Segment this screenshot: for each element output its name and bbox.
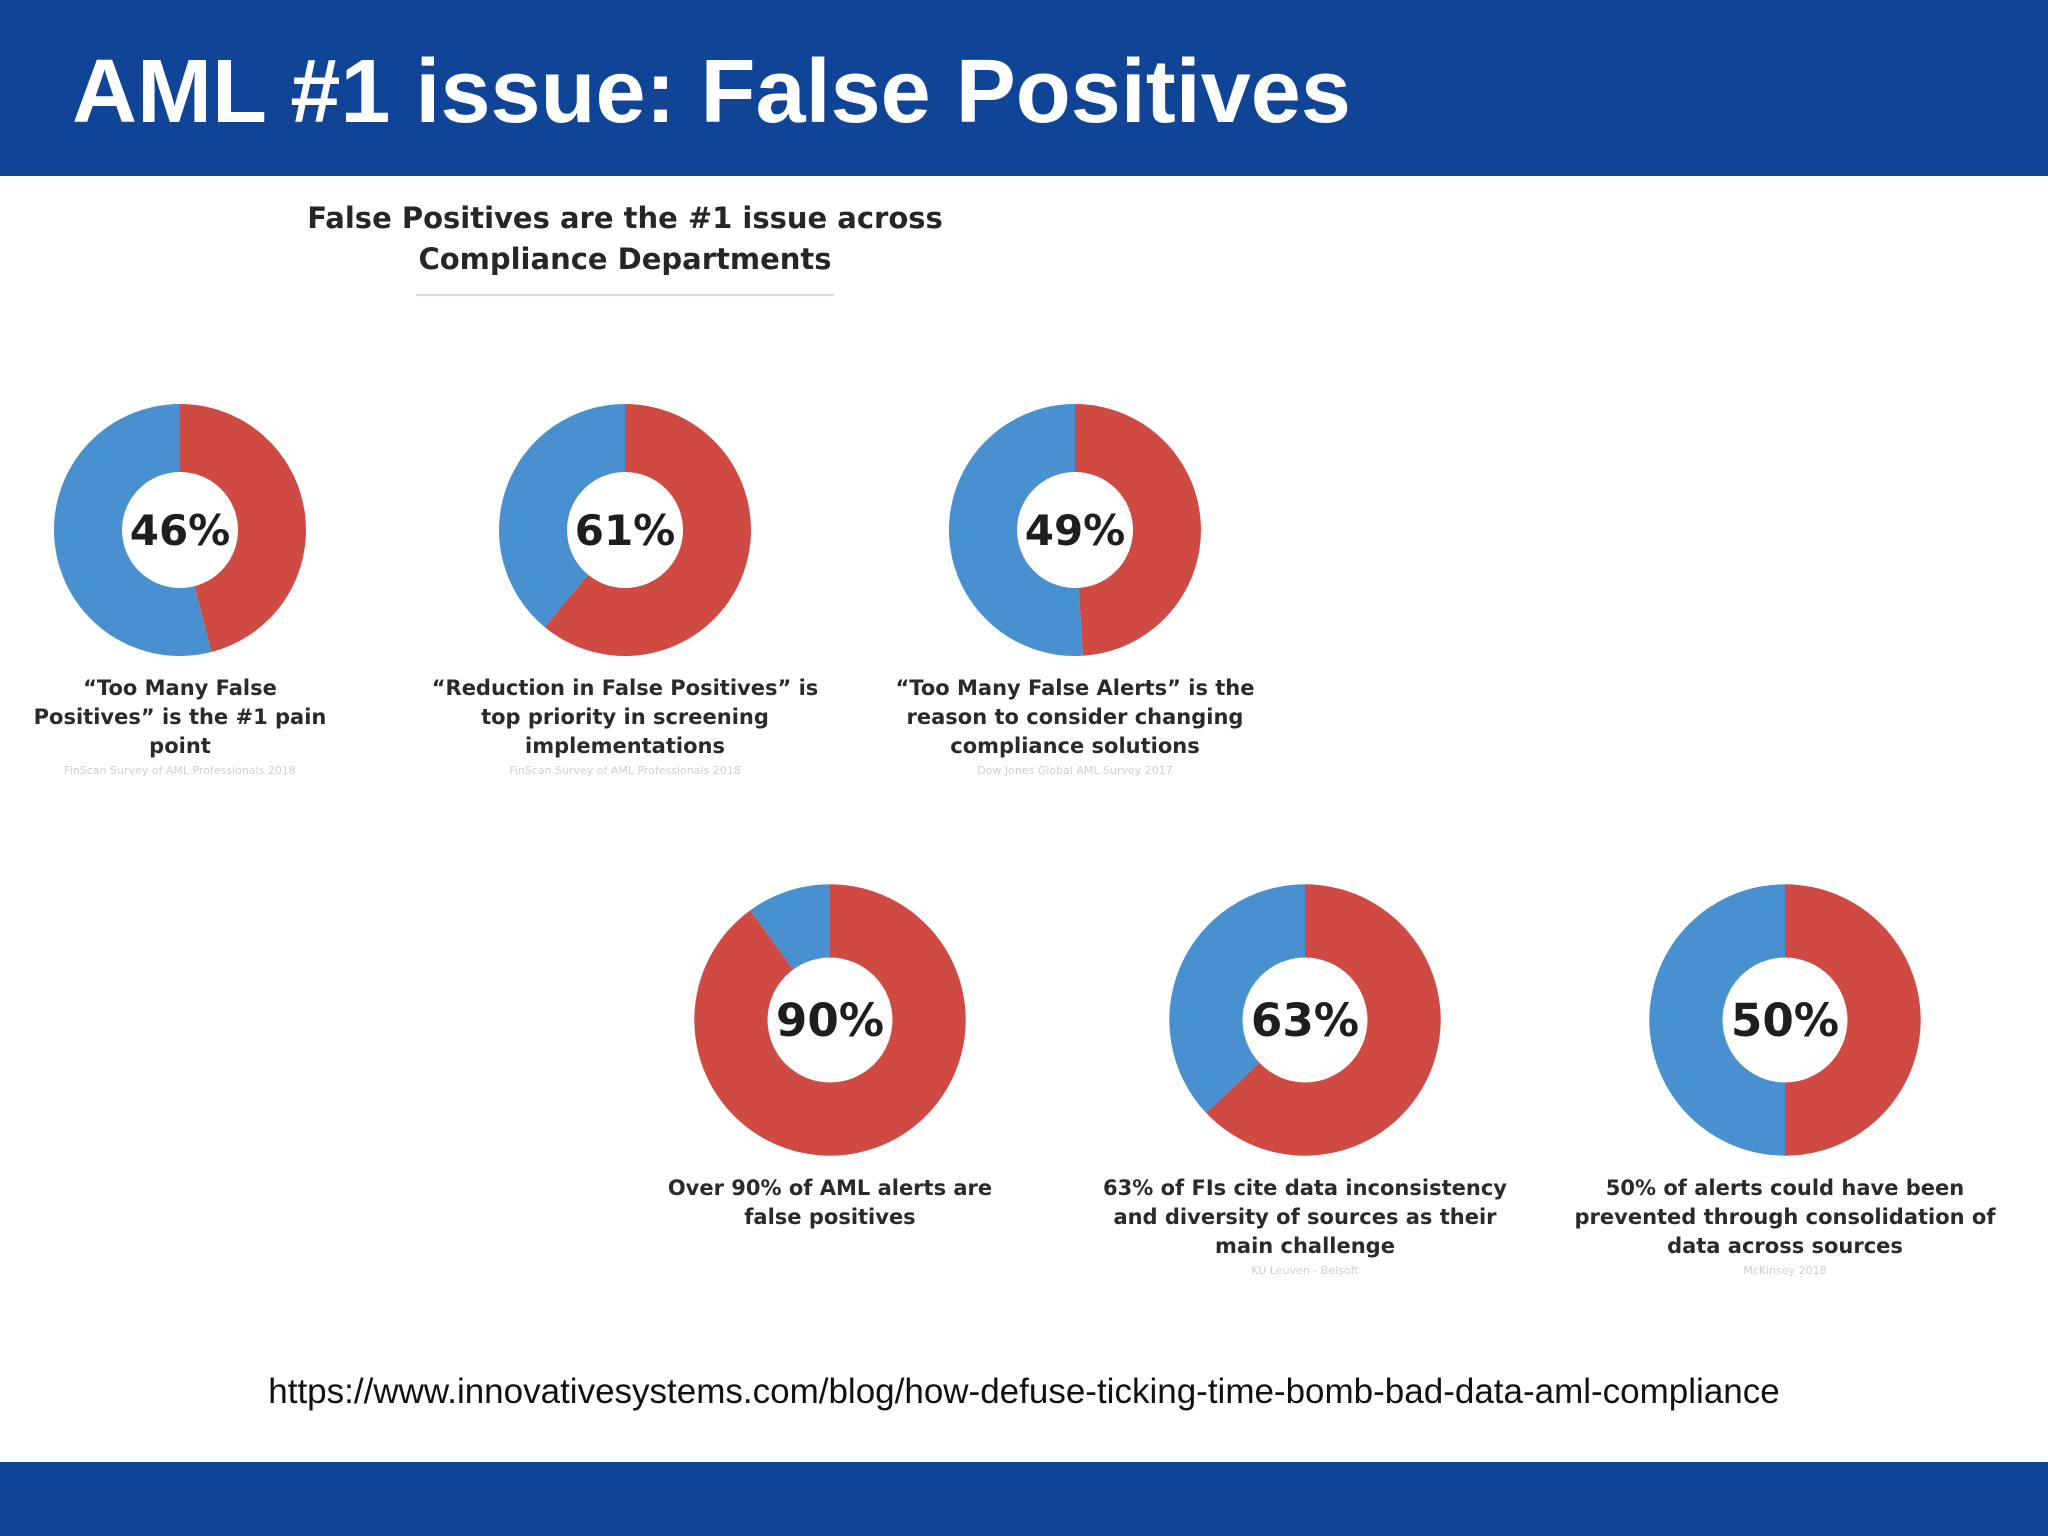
donut-chart: 61% [499, 404, 752, 656]
header-bar [0, 0, 2048, 176]
donut-chart: 90% [694, 884, 966, 1156]
donut-source: McKinsey 2018 [1743, 1264, 1827, 1277]
donut-caption: “Reduction in False Positives” is top pr… [431, 676, 819, 758]
donut-value-label: 50% [1731, 994, 1839, 1047]
donut-source: Dow Jones Global AML Survey 2017 [977, 764, 1173, 777]
donut-segment-primary [1075, 404, 1201, 656]
donut-value-label: 49% [1025, 506, 1126, 555]
donut-block: 49% “Too Many False Alerts” is the reaso… [885, 400, 1265, 779]
donut-hole [122, 472, 238, 588]
slide-title: AML #1 issue: False Positives [72, 42, 1351, 142]
donut-chart: 63% [1169, 884, 1441, 1156]
donut-caption: Over 90% of AML alerts are false positiv… [667, 1176, 993, 1229]
donut-block: 46% “Too Many False Positives” is the #1… [20, 400, 340, 779]
donut-segment-remainder [1649, 884, 1785, 1156]
title-rule [416, 294, 834, 296]
donut-chart: 50% [1649, 884, 1921, 1156]
donut-chart: 49% [948, 404, 1201, 656]
donut-value-label: 46% [130, 506, 231, 555]
donut-caption: “Too Many False Alerts” is the reason to… [895, 676, 1255, 758]
donut-hole [1017, 472, 1133, 588]
donut-block: 90% Over 90% of AML alerts are false pos… [660, 880, 1000, 1234]
donut-source: FinScan Survey of AML Professionals 2018 [509, 764, 741, 777]
donut-value-label: 90% [776, 994, 884, 1047]
footer-bar [0, 1462, 2048, 1536]
donut-block: 50% 50% of alerts could have been preven… [1570, 880, 2000, 1279]
donut-chart: 46% [53, 404, 306, 656]
donut-hole [1242, 957, 1368, 1083]
donut-segment-remainder [1169, 884, 1305, 1113]
donut-caption: 63% of FIs cite data inconsistency and d… [1103, 1176, 1507, 1258]
donut-hole [1722, 957, 1848, 1083]
donut-value-label: 61% [575, 506, 676, 555]
donut-hole [767, 957, 893, 1083]
donut-block: 63% 63% of FIs cite data inconsistency a… [1100, 880, 1510, 1279]
donut-segment-primary [1785, 884, 1921, 1156]
donut-segment-remainder [499, 404, 625, 628]
donut-block: 61% “Reduction in False Positives” is to… [410, 400, 840, 779]
donut-source: FinScan Survey of AML Professionals 2018 [64, 764, 296, 777]
donut-value-label: 63% [1251, 994, 1359, 1047]
donut-caption: “Too Many False Positives” is the #1 pai… [33, 676, 327, 758]
donut-segment-primary [180, 404, 306, 653]
donut-hole [567, 472, 683, 588]
donut-caption: 50% of alerts could have been prevented … [1574, 1176, 1996, 1258]
donut-segment-remainder [948, 404, 1083, 656]
donut-source: KU Leuven - Belsoft [1251, 1264, 1359, 1277]
infographic-title: False Positives are the #1 issue across … [307, 201, 943, 276]
source-url: https://www.innovativesystems.com/blog/h… [268, 1372, 1780, 1411]
